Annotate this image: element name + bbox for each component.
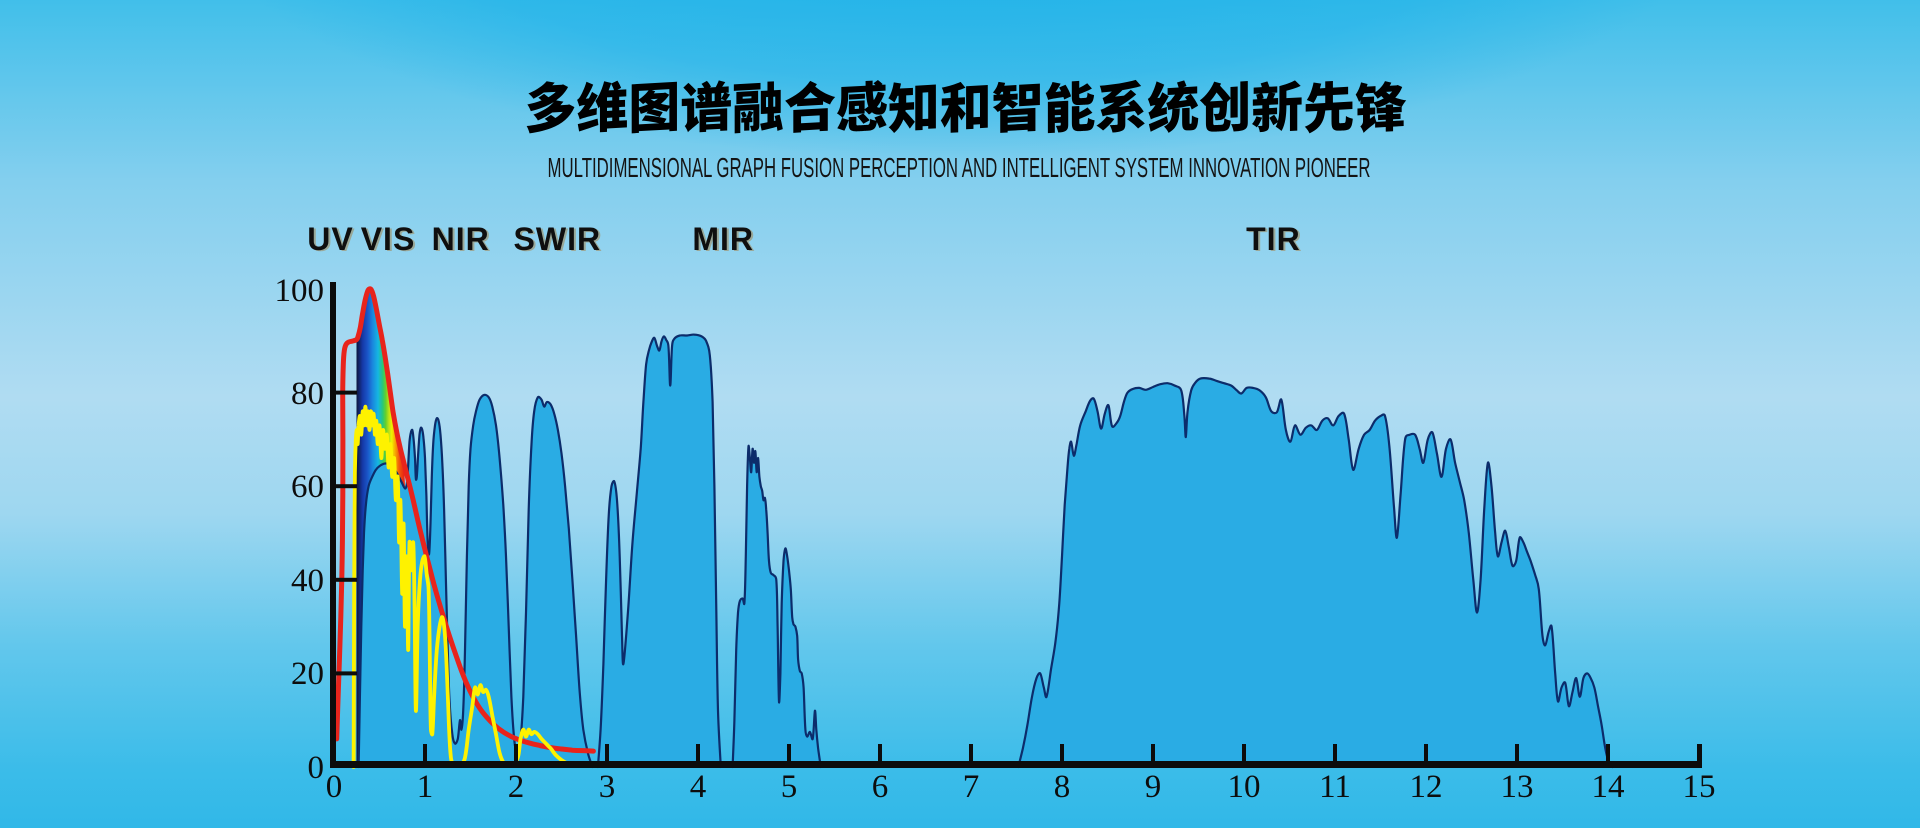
svg-text:40: 40	[291, 563, 324, 599]
svg-text:10: 10	[1228, 769, 1261, 805]
svg-text:9: 9	[1145, 769, 1162, 805]
svg-text:6: 6	[872, 769, 889, 805]
svg-text:MIR: MIR	[692, 221, 754, 257]
svg-text:0: 0	[326, 769, 343, 805]
svg-text:SWIR: SWIR	[516, 222, 604, 258]
svg-text:UV: UV	[309, 222, 355, 258]
svg-text:NIR: NIR	[432, 221, 490, 257]
svg-text:11: 11	[1319, 769, 1351, 805]
svg-text:8: 8	[1054, 769, 1071, 805]
svg-text:MIR: MIR	[694, 222, 756, 258]
svg-text:VIS: VIS	[361, 221, 416, 257]
svg-text:VIS: VIS	[363, 222, 418, 258]
svg-text:2: 2	[508, 769, 525, 805]
svg-text:UV: UV	[307, 221, 353, 257]
svg-text:MULTIDIMENSIONAL GRAPH FUSION: MULTIDIMENSIONAL GRAPH FUSION PERCEPTION…	[548, 152, 1371, 184]
svg-text:NIR: NIR	[434, 222, 492, 258]
svg-text:TIR: TIR	[1246, 221, 1301, 257]
svg-text:3: 3	[599, 769, 616, 805]
svg-text:4: 4	[690, 769, 707, 805]
svg-text:0: 0	[308, 750, 325, 786]
svg-text:80: 80	[291, 376, 324, 412]
svg-text:15: 15	[1683, 769, 1716, 805]
svg-text:1: 1	[417, 769, 434, 805]
svg-text:7: 7	[963, 769, 980, 805]
svg-text:60: 60	[291, 469, 324, 505]
svg-text:14: 14	[1592, 769, 1625, 805]
svg-text:SWIR: SWIR	[514, 221, 602, 257]
svg-text:12: 12	[1410, 769, 1443, 805]
svg-text:5: 5	[781, 769, 798, 805]
svg-text:13: 13	[1501, 769, 1534, 805]
svg-text:100: 100	[275, 273, 325, 309]
svg-text:20: 20	[291, 656, 324, 692]
svg-text:TIR: TIR	[1248, 222, 1303, 258]
